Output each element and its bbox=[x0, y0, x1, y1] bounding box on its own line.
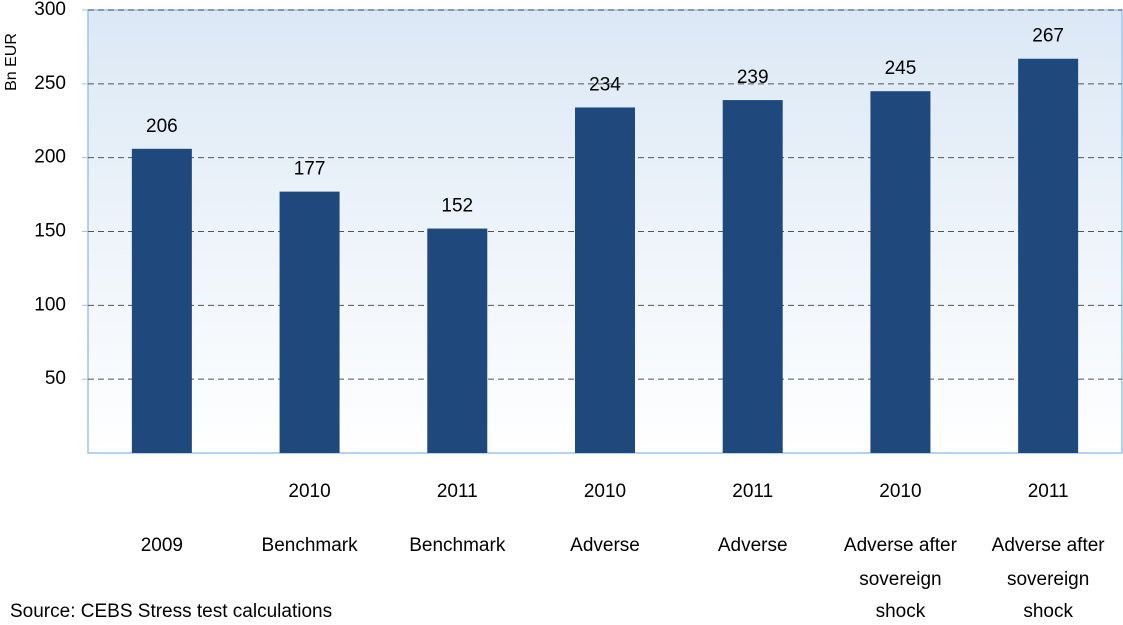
data-label: 239 bbox=[737, 67, 769, 88]
x-tick-label: 2010 bbox=[288, 481, 330, 502]
y-tick-label: 250 bbox=[34, 73, 66, 94]
x-tick-label: sovereign bbox=[859, 569, 941, 590]
y-axis-label: Bn EUR bbox=[3, 33, 20, 91]
x-tick-label: sovereign bbox=[1007, 569, 1089, 590]
x-tick-label: Adverse bbox=[570, 535, 640, 556]
y-tick-label: 300 bbox=[34, 0, 66, 20]
x-tick-label: Benchmark bbox=[262, 535, 359, 556]
y-tick-label: 150 bbox=[34, 221, 66, 242]
data-label: 206 bbox=[146, 116, 178, 137]
bar bbox=[131, 148, 192, 453]
y-tick-label: 200 bbox=[34, 147, 66, 168]
bar bbox=[279, 191, 340, 453]
x-tick-label: 2009 bbox=[141, 535, 183, 556]
bar bbox=[870, 91, 931, 453]
x-tick-label: Adverse after bbox=[844, 535, 958, 556]
x-tick-label: Adverse bbox=[718, 535, 788, 556]
y-tick-label: 100 bbox=[34, 294, 66, 315]
x-tick-label: shock bbox=[876, 601, 926, 622]
data-label: 267 bbox=[1032, 26, 1064, 47]
source-note: Source: CEBS Stress test calculations bbox=[10, 601, 332, 622]
x-tick-label: shock bbox=[1023, 601, 1073, 622]
x-tick-label: 2010 bbox=[584, 481, 626, 502]
x-tick-label: 2011 bbox=[732, 481, 773, 502]
bar bbox=[427, 228, 488, 453]
bar bbox=[722, 100, 783, 454]
data-label: 177 bbox=[294, 159, 326, 180]
bar bbox=[1018, 58, 1079, 453]
x-tick-label: 2010 bbox=[879, 481, 921, 502]
x-tick-label: 2011 bbox=[1028, 481, 1069, 502]
data-label: 245 bbox=[885, 58, 917, 79]
x-tick-label: 2011 bbox=[437, 481, 478, 502]
bar bbox=[575, 107, 635, 454]
y-tick-label: 50 bbox=[45, 368, 66, 389]
x-tick-label: Benchmark bbox=[409, 535, 506, 556]
x-tick-label: Adverse after bbox=[992, 535, 1106, 556]
data-label: 152 bbox=[441, 196, 473, 217]
data-label: 234 bbox=[589, 74, 621, 95]
